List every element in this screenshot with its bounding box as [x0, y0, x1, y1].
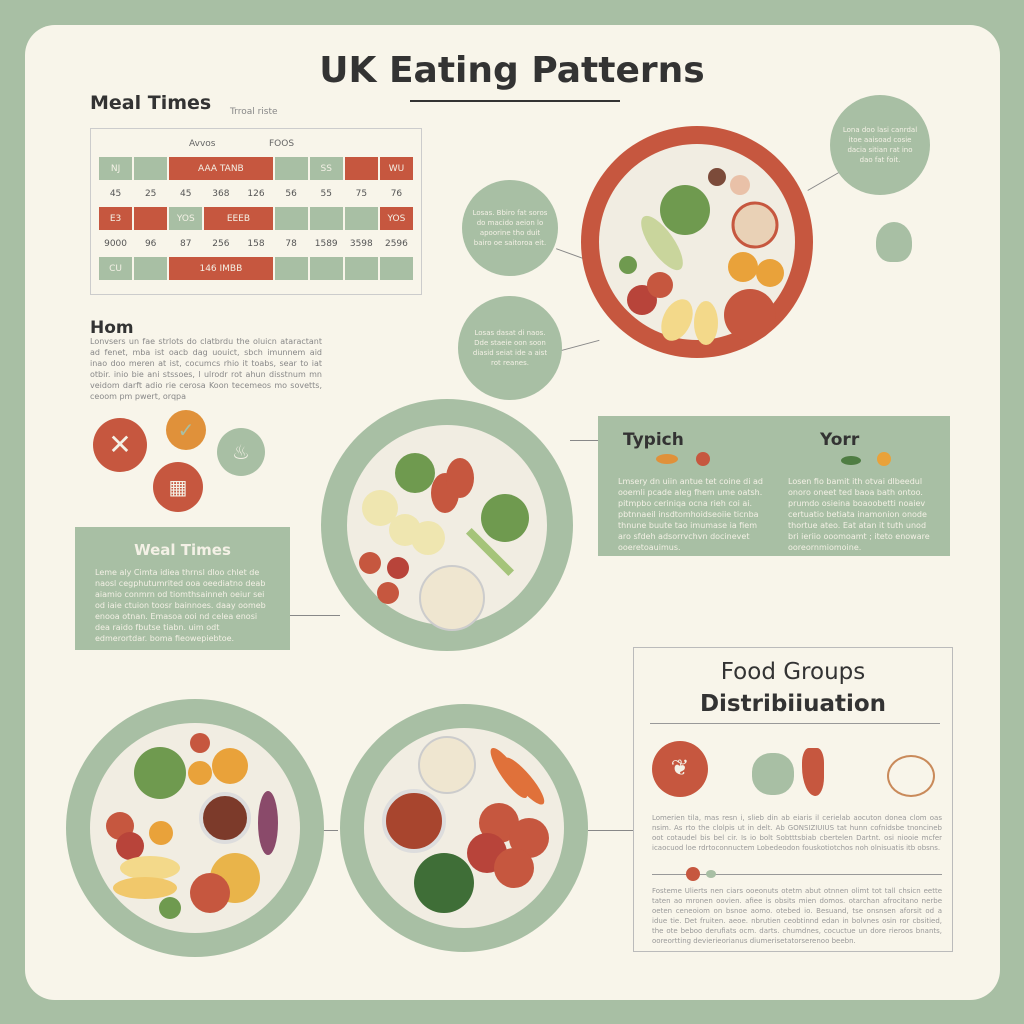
table-cell: [272, 205, 310, 232]
table-row: 9000 96 87 256 158 78 1589 3598 2596: [96, 230, 416, 257]
table-cell: [342, 255, 380, 282]
table-cell: CU: [96, 255, 135, 282]
table-cell: [307, 255, 345, 282]
sweet-potato-icon: [656, 454, 678, 464]
table-row: 45 25 45 368 126 56 55 75 76: [96, 180, 416, 207]
table-cell: [272, 255, 310, 282]
table-row: E3 YOS EEEB YOS: [96, 205, 416, 232]
bowl: [731, 201, 779, 249]
avocado: [641, 215, 683, 271]
food-icon: [876, 222, 912, 262]
table-cell: WU: [377, 155, 416, 182]
table-cell: 1589: [307, 230, 345, 257]
globe-icon: [887, 755, 935, 797]
your-title: Yorr: [820, 430, 860, 450]
table-cell: 25: [132, 180, 170, 207]
table-cell: 158: [237, 230, 275, 257]
table-cell: [132, 205, 170, 232]
food-groups-text-1: Lomerien tila, mas resn i, slieb din ab …: [652, 814, 942, 852]
title-underline: [410, 100, 620, 102]
meal-times-box: Weal Times Leme aly Cimta idiea thrnsl d…: [75, 527, 290, 650]
slider-handle[interactable]: [686, 867, 700, 881]
tomato-icon: [696, 452, 710, 466]
meal-box-title: Weal Times: [134, 541, 231, 559]
table-row: NJ AAA TANB SS WU: [96, 155, 416, 182]
info-bubble: Lona doo lasi canrdal itoe aaisoad cosie…: [830, 95, 930, 195]
info-bubble: Losas dasat di naos. Dde staeie oon soon…: [458, 296, 562, 400]
pepper-icon: [802, 748, 824, 796]
table-cell: 256: [202, 230, 240, 257]
table-cell: 3598: [342, 230, 380, 257]
table-cell: 368: [202, 180, 240, 207]
connector-line: [588, 830, 633, 831]
plate-middle: [321, 399, 573, 651]
meal-times-subtitle: Trroal riste: [230, 107, 278, 117]
typical-title: Typich: [623, 430, 684, 450]
basket-icon: ▦: [153, 462, 203, 512]
connector-line: [570, 440, 600, 441]
connector-line: [318, 830, 338, 831]
meal-times-table: NJ AAA TANB SS WU 45 25 45 368 126 56 55 75 76 E3 YOS E…: [96, 155, 416, 282]
plate-top: [581, 126, 813, 358]
hom-heading: Hom: [90, 318, 134, 338]
table-cell: [342, 205, 380, 232]
column-header: FOOS: [269, 139, 295, 149]
table-cell: 75: [342, 180, 380, 207]
food-groups-title-1: Food Groups: [720, 659, 866, 685]
chef-hat-icon: ♨: [217, 428, 265, 476]
slider-dot: [706, 870, 716, 878]
table-cell: 9000: [96, 230, 135, 257]
table-cell: SS: [307, 155, 345, 182]
utensils-icon: ✕: [93, 418, 147, 472]
divider: [650, 723, 940, 724]
table-cell: 56: [272, 180, 310, 207]
table-cell: [377, 255, 416, 282]
connector-line: [290, 615, 340, 616]
meal-times-heading: Meal Times: [90, 92, 212, 114]
column-header: Avvos: [189, 139, 216, 149]
table-cell: E3: [96, 205, 135, 232]
table-cell: [132, 155, 170, 182]
grain-icon: ❦: [652, 741, 708, 797]
table-cell: [342, 155, 380, 182]
meal-times-table-frame: Avvos FOOS NJ AAA TANB SS WU 45 25 45 368 126 56 5…: [90, 128, 422, 295]
slider-track[interactable]: [652, 874, 942, 875]
table-cell: YOS: [167, 205, 205, 232]
table-cell: 87: [167, 230, 205, 257]
orange-icon: [877, 452, 891, 466]
table-cell: 45: [96, 180, 135, 207]
leaf-icon: [841, 456, 861, 465]
typical-box: Typich Yorr Lmsery dn uiin antue tet coi…: [598, 416, 950, 556]
table-cell: AAA TANB: [167, 155, 275, 182]
your-text: Losen fio bamit ith otvai dlbeedul onoro…: [788, 477, 930, 552]
typical-text: Lmsery dn uiin antue tet coine di ad ooe…: [618, 477, 763, 552]
apple-icon: [752, 753, 794, 795]
table-cell: 55: [307, 180, 345, 207]
table-cell: EEEB: [202, 205, 275, 232]
info-bubble: Losas. Bbiro fat soros do macido aeion l…: [462, 180, 558, 276]
plate-bottom-middle: [340, 704, 588, 952]
food-groups-panel: Food Groups Distribiiuation ❦ Lomerien t…: [633, 647, 953, 952]
food-groups-text-2: Fosteme Ulierts nen ciars ooeonuts otetm…: [652, 887, 942, 945]
plate-bottom-left: [66, 699, 324, 957]
table-cell: YOS: [377, 205, 416, 232]
table-cell: 2596: [377, 230, 416, 257]
meal-box-text: Leme aly Cimta idiea thrnsl dloo chlet d…: [95, 568, 266, 643]
table-cell: 96: [132, 230, 170, 257]
table-cell: [132, 255, 170, 282]
table-row: CU 146 IMBB: [96, 255, 416, 282]
table-cell: 76: [377, 180, 416, 207]
hom-text: Lonvsers un fae strlots do clatbrdu the …: [90, 337, 322, 401]
food-groups-title-2: Distribiiuation: [699, 691, 887, 717]
lettuce: [660, 185, 710, 235]
table-cell: NJ: [96, 155, 135, 182]
checkmark-icon: ✓: [166, 410, 206, 450]
table-cell: 45: [167, 180, 205, 207]
table-cell: 146 IMBB: [167, 255, 275, 282]
table-cell: [307, 205, 345, 232]
page-title: UK Eating Patterns: [319, 50, 705, 91]
table-cell: 78: [272, 230, 310, 257]
table-cell: [272, 155, 310, 182]
table-cell: 126: [237, 180, 275, 207]
